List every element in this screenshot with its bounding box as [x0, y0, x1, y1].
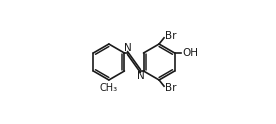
- Text: Br: Br: [165, 83, 176, 93]
- Text: OH: OH: [182, 48, 198, 58]
- Text: N: N: [137, 71, 144, 81]
- Text: Br: Br: [165, 31, 176, 41]
- Text: CH₃: CH₃: [99, 83, 117, 93]
- Text: N: N: [124, 43, 131, 53]
